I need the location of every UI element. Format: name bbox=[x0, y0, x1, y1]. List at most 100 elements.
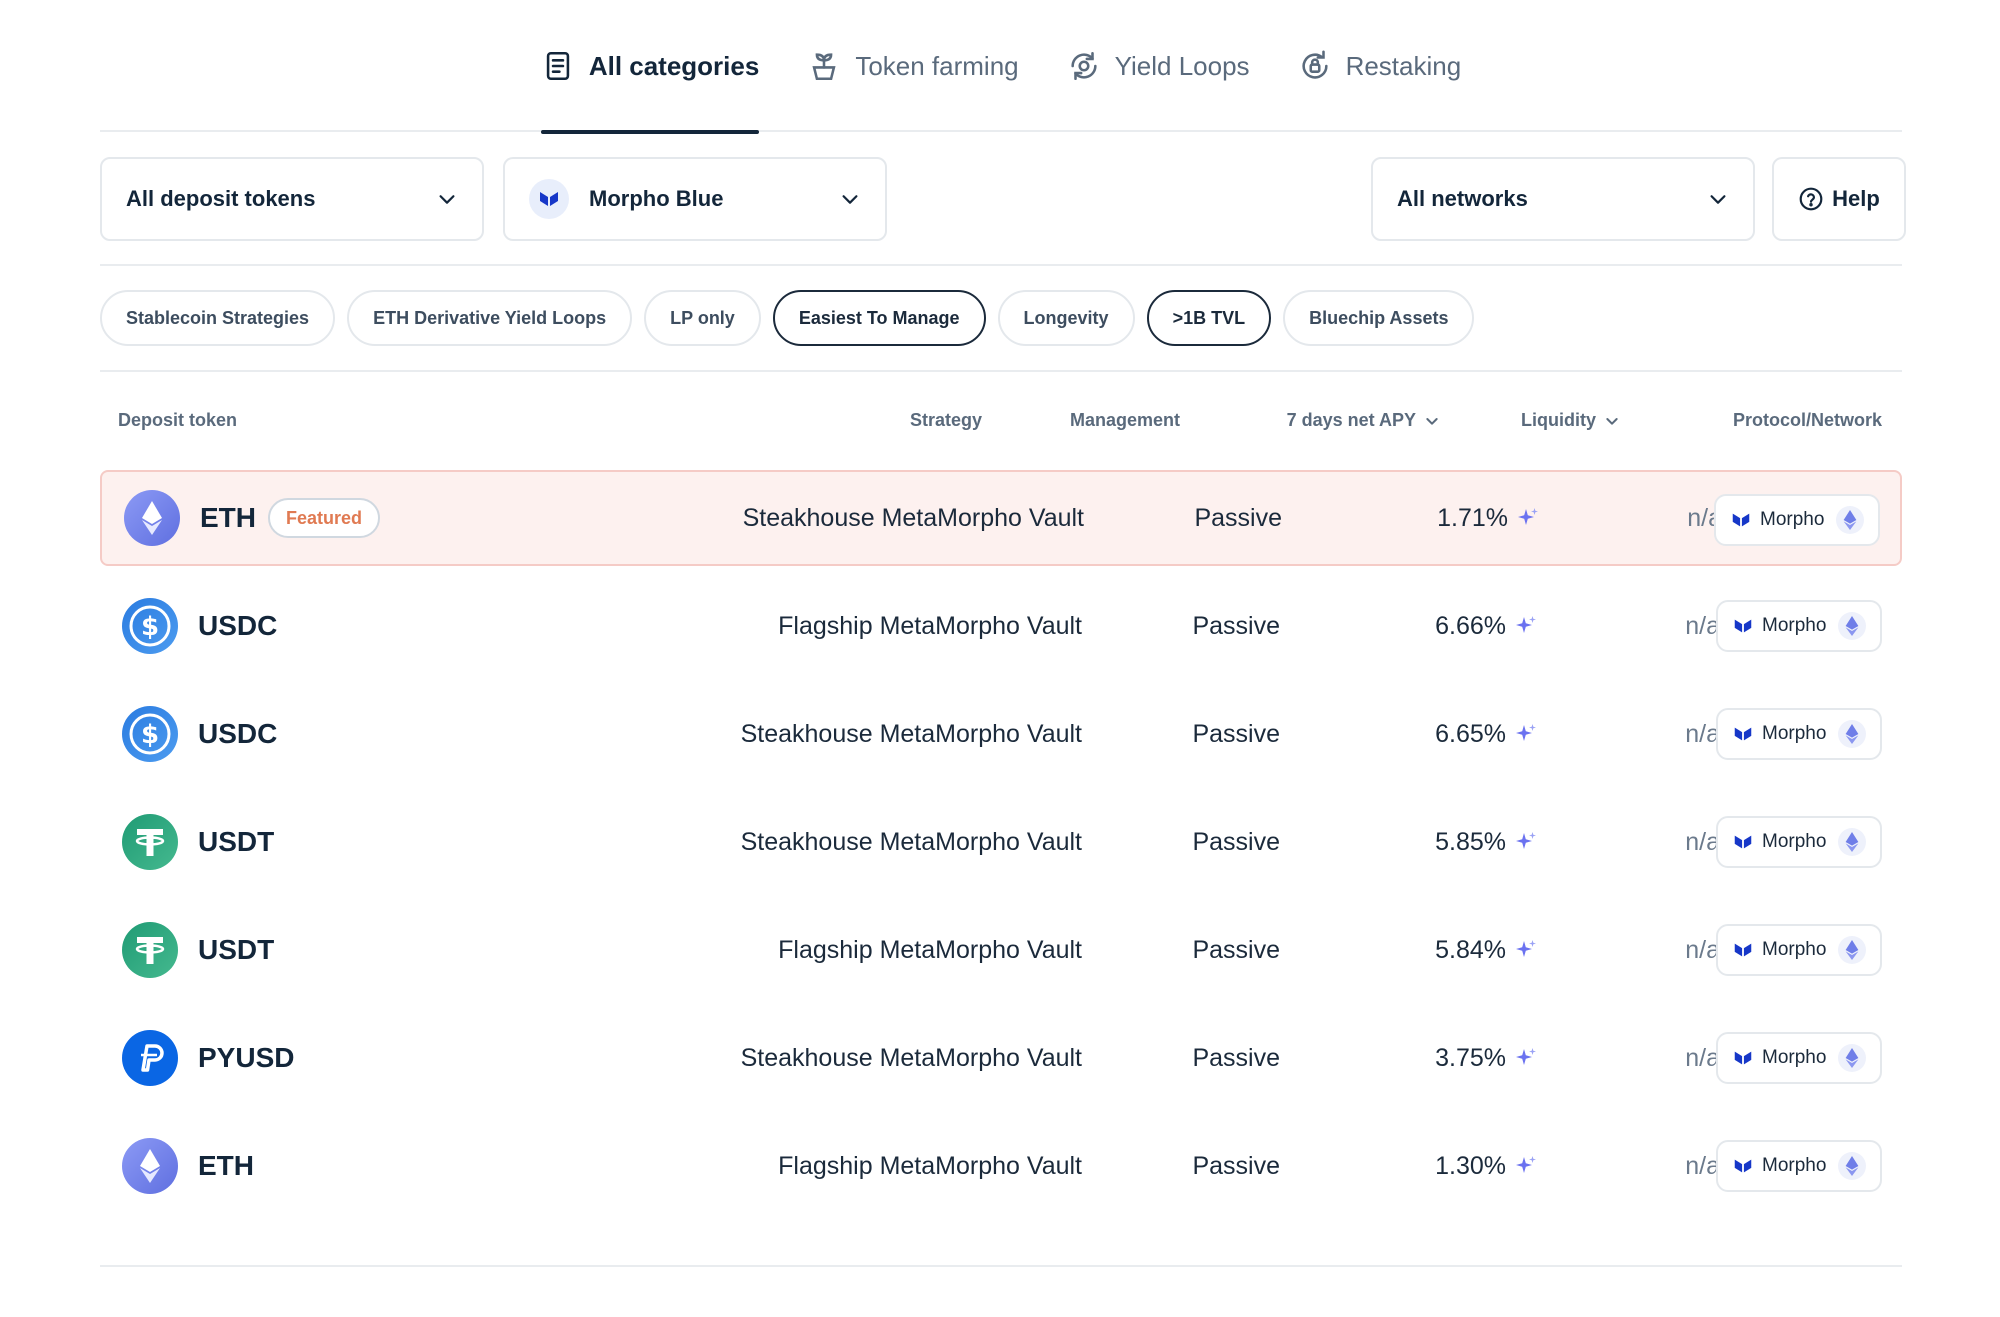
eth-token-icon bbox=[122, 1138, 178, 1194]
plant-icon bbox=[812, 53, 836, 81]
chip-lp-only[interactable]: LP only bbox=[644, 290, 761, 346]
lock-refresh-icon bbox=[1301, 50, 1328, 79]
chip-label: LP only bbox=[670, 307, 735, 328]
sparkle-icon bbox=[1516, 940, 1536, 957]
ethereum-network-icon bbox=[1838, 720, 1866, 748]
apy-cell: 1.30% bbox=[1360, 1118, 1538, 1214]
apy-cell: 6.66% bbox=[1360, 578, 1538, 674]
protocol-select[interactable]: Morpho Blue bbox=[503, 157, 887, 241]
table-row[interactable]: ETH Flagship MetaMorpho Vault Passive 1.… bbox=[100, 1118, 1902, 1214]
usdt-token-icon bbox=[122, 922, 178, 978]
table-row[interactable]: $ USDC Flagship MetaMorpho Vault Passive… bbox=[100, 578, 1902, 674]
chevron-down-icon bbox=[842, 195, 858, 204]
morpho-logo-icon bbox=[1732, 513, 1750, 527]
protocol-network-badge[interactable]: Morpho bbox=[1714, 494, 1880, 546]
token-name: USDC bbox=[198, 610, 278, 641]
featured-badge: Featured bbox=[268, 498, 381, 538]
management-value: Passive bbox=[1194, 503, 1282, 532]
liquidity-cell: n/a bbox=[1600, 794, 1720, 890]
table-row[interactable]: USDT Steakhouse MetaMorpho Vault Passive… bbox=[100, 794, 1902, 890]
sparkle-icon bbox=[1516, 616, 1536, 633]
chip-label: Bluechip Assets bbox=[1309, 307, 1449, 328]
chip-label: Stablecoin Strategies bbox=[126, 307, 310, 328]
management-cell: Passive bbox=[1140, 686, 1280, 782]
header-protocol-network: Protocol/Network bbox=[1700, 410, 1882, 431]
protocol-network-badge[interactable]: Morpho bbox=[1716, 924, 1882, 976]
strategy-cell: Steakhouse MetaMorpho Vault bbox=[582, 472, 1084, 564]
table-row[interactable]: PYUSD Steakhouse MetaMorpho Vault Passiv… bbox=[100, 1010, 1902, 1106]
category-tabs: All categories Token farming Yield Loops… bbox=[100, 0, 1902, 134]
liquidity-cell: n/a bbox=[1602, 472, 1722, 564]
deposit-token-cell: $ USDC bbox=[122, 686, 277, 782]
apy-value: 5.84% bbox=[1435, 935, 1506, 964]
strategy-name: Flagship MetaMorpho Vault bbox=[778, 935, 1082, 964]
chip-stablecoin-strategies[interactable]: Stablecoin Strategies bbox=[100, 290, 336, 346]
header-apy-sort[interactable]: 7 days net APY bbox=[1260, 410, 1440, 431]
svg-text:$: $ bbox=[141, 720, 159, 750]
sparkle-icon bbox=[1516, 1048, 1536, 1065]
header-liquidity-sort[interactable]: Liquidity bbox=[1500, 410, 1620, 431]
table-row[interactable]: USDT Flagship MetaMorpho Vault Passive 5… bbox=[100, 902, 1902, 998]
protocol-network-badge[interactable]: Morpho bbox=[1716, 816, 1882, 868]
chip-label: Easiest To Manage bbox=[798, 307, 960, 328]
management-value: Passive bbox=[1192, 935, 1280, 964]
management-cell: Passive bbox=[1140, 794, 1280, 890]
management-value: Passive bbox=[1192, 611, 1280, 640]
chip-bluechip-assets[interactable]: Bluechip Assets bbox=[1283, 290, 1475, 346]
tab-all-categories[interactable]: All categories bbox=[540, 0, 759, 134]
header-label: Management bbox=[1069, 410, 1180, 430]
management-value: Passive bbox=[1192, 827, 1280, 856]
management-cell: Passive bbox=[1142, 472, 1282, 564]
liquidity-value: n/a bbox=[1685, 935, 1720, 964]
strategy-name: Steakhouse MetaMorpho Vault bbox=[740, 827, 1082, 856]
tab-token-farming[interactable]: Token farming bbox=[807, 0, 1019, 132]
apy-cell: 3.75% bbox=[1360, 1010, 1538, 1106]
chip-easiest-to-manage[interactable]: Easiest To Manage bbox=[772, 290, 986, 346]
token-name: ETH bbox=[198, 1150, 254, 1181]
management-value: Passive bbox=[1192, 1043, 1280, 1072]
header-deposit-token: Deposit token bbox=[118, 410, 237, 431]
header-label: Deposit token bbox=[118, 410, 238, 430]
strategy-chips: Stablecoin Strategies ETH Derivative Yie… bbox=[100, 290, 1475, 346]
tab-yield-loops[interactable]: Yield Loops bbox=[1067, 0, 1250, 132]
chevron-down-icon bbox=[1710, 195, 1726, 204]
chip-longevity[interactable]: Longevity bbox=[997, 290, 1135, 346]
apy-value: 5.85% bbox=[1435, 827, 1506, 856]
table-row[interactable]: ETH Featured Steakhouse MetaMorpho Vault… bbox=[100, 470, 1902, 566]
protocol-name: Morpho bbox=[1762, 1155, 1827, 1176]
protocol-name: Morpho bbox=[1762, 723, 1827, 744]
strategy-name: Flagship MetaMorpho Vault bbox=[778, 1151, 1082, 1180]
table-row[interactable]: $ USDC Steakhouse MetaMorpho Vault Passi… bbox=[100, 686, 1902, 782]
chip-1b-tvl[interactable]: >1B TVL bbox=[1146, 290, 1272, 346]
deposit-tokens-select[interactable]: All deposit tokens bbox=[100, 157, 484, 241]
protocol-name: Morpho bbox=[1762, 939, 1827, 960]
deposit-token-cell: USDT bbox=[122, 794, 274, 890]
tab-restaking[interactable]: Restaking bbox=[1298, 0, 1461, 132]
strategy-name: Steakhouse MetaMorpho Vault bbox=[742, 503, 1084, 532]
deposit-token-cell: $ USDC bbox=[122, 578, 277, 674]
protocol-name: Morpho bbox=[1760, 509, 1825, 530]
liquidity-cell: n/a bbox=[1600, 902, 1720, 998]
chip-label: Longevity bbox=[1023, 307, 1109, 328]
chevron-down-icon bbox=[439, 195, 455, 204]
strategy-name: Steakhouse MetaMorpho Vault bbox=[740, 719, 1082, 748]
header-label: Protocol/Network bbox=[1732, 410, 1882, 430]
header-label: Strategy bbox=[909, 410, 982, 430]
apy-value: 6.65% bbox=[1435, 719, 1506, 748]
networks-value: All networks bbox=[1397, 186, 1528, 211]
apy-value: 6.66% bbox=[1435, 611, 1506, 640]
apy-value: 3.75% bbox=[1435, 1043, 1506, 1072]
eth-token-icon bbox=[124, 490, 180, 546]
chip-label: ETH Derivative Yield Loops bbox=[373, 307, 607, 328]
protocol-network-badge[interactable]: Morpho bbox=[1716, 708, 1882, 760]
strategy-name: Flagship MetaMorpho Vault bbox=[778, 611, 1082, 640]
ethereum-network-icon bbox=[1838, 936, 1866, 964]
chip-eth-derivative-yield-loops[interactable]: ETH Derivative Yield Loops bbox=[347, 290, 633, 346]
networks-select[interactable]: All networks bbox=[1371, 157, 1755, 241]
liquidity-cell: n/a bbox=[1600, 1118, 1720, 1214]
help-button[interactable]: Help bbox=[1772, 157, 1906, 241]
protocol-network-badge[interactable]: Morpho bbox=[1716, 1140, 1882, 1192]
protocol-network-badge[interactable]: Morpho bbox=[1716, 600, 1882, 652]
token-name: ETH bbox=[200, 502, 256, 533]
protocol-network-badge[interactable]: Morpho bbox=[1716, 1032, 1882, 1084]
